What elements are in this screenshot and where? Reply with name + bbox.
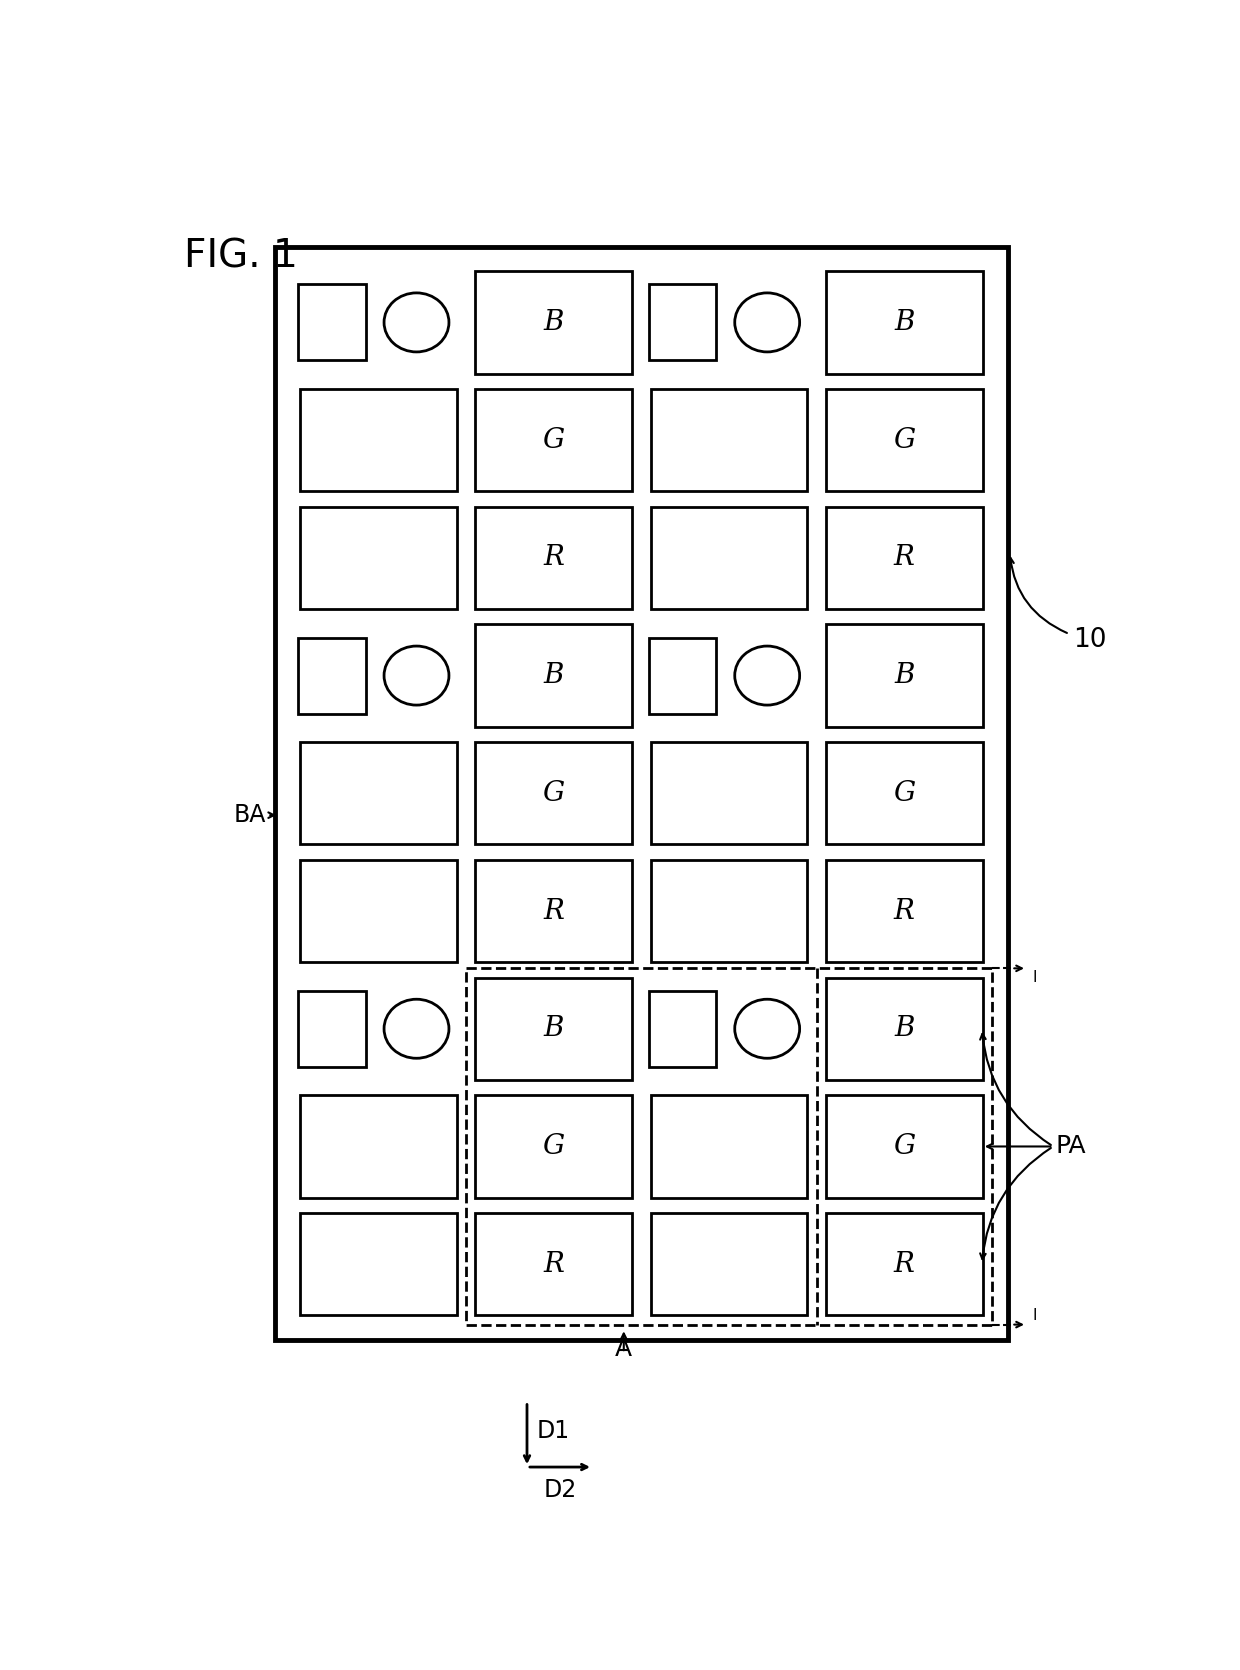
Bar [826,506,982,610]
Bar [475,1212,632,1316]
Ellipse shape [735,292,800,352]
Bar [826,625,982,726]
Bar [826,389,982,491]
Bar [475,977,632,1080]
Text: B: B [543,661,564,690]
Text: G: G [543,780,564,807]
Text: B: B [894,1015,915,1042]
Bar [300,1212,456,1316]
Bar [300,506,456,610]
Bar [299,990,366,1067]
Bar [475,625,632,726]
Bar [826,271,982,374]
Bar [299,638,366,713]
Text: D1: D1 [536,1420,569,1443]
Bar [826,741,982,845]
Bar [826,1096,982,1197]
Text: B: B [894,661,915,690]
Bar [300,860,456,962]
Bar [475,741,632,845]
Text: R: R [543,897,564,925]
Bar [300,741,456,845]
Ellipse shape [384,292,449,352]
Text: G: G [893,1132,915,1161]
Text: R: R [894,1251,915,1278]
Ellipse shape [384,646,449,705]
Bar [466,969,992,1324]
Bar [299,284,366,361]
Bar [475,389,632,491]
Bar [826,860,982,962]
Ellipse shape [735,646,800,705]
Bar [651,860,807,962]
Ellipse shape [735,999,800,1059]
Bar [300,389,456,491]
Text: A: A [615,1336,632,1361]
Text: D2: D2 [543,1478,577,1501]
Bar [300,1096,456,1197]
Text: I: I [1033,970,1037,985]
Text: G: G [543,426,564,454]
Text: G: G [543,1132,564,1161]
Text: B: B [543,309,564,336]
Bar [651,1096,807,1197]
Text: B: B [894,309,915,336]
Text: R: R [894,544,915,571]
Bar [649,284,717,361]
Bar [475,1096,632,1197]
Bar [649,638,717,713]
Text: G: G [893,780,915,807]
Text: BA: BA [233,803,265,827]
Bar [651,741,807,845]
Bar [651,1212,807,1316]
Bar [475,506,632,610]
Ellipse shape [384,999,449,1059]
Bar [649,990,717,1067]
Text: PA: PA [1055,1134,1086,1159]
Bar [475,860,632,962]
Text: B: B [543,1015,564,1042]
Bar [275,247,1007,1339]
Text: R: R [894,897,915,925]
Bar [651,389,807,491]
Bar [826,977,982,1080]
Text: FIG. 1: FIG. 1 [185,237,299,276]
Text: R: R [543,544,564,571]
Bar [826,1212,982,1316]
Bar [475,271,632,374]
Text: I: I [1033,1308,1037,1323]
Text: G: G [893,426,915,454]
Text: R: R [543,1251,564,1278]
Bar [651,506,807,610]
Text: 10: 10 [1074,628,1107,653]
